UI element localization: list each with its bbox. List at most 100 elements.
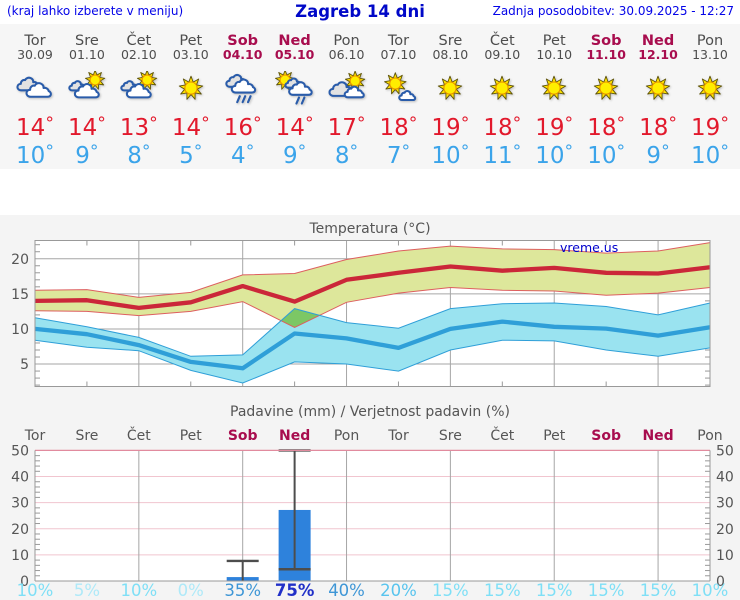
temp-ytick-label: 20 xyxy=(11,252,29,268)
day-column-14[interactable]: Pon 13.10 19° 10° xyxy=(682,0,738,170)
day-column-7[interactable]: Pon 06.10 17° 8° xyxy=(319,0,375,170)
precip-ytick-left: 0 xyxy=(20,574,29,590)
precip-day-label: Pon xyxy=(334,428,359,444)
precip-probability: 15% xyxy=(640,581,677,600)
sunny-weather-icon xyxy=(586,71,626,107)
day-column-12[interactable]: Sob 11.10 18° 10° xyxy=(578,0,634,170)
high-temp: 17° xyxy=(327,114,366,142)
day-column-1[interactable]: Tor 30.09 14° 10° xyxy=(7,0,63,170)
precip-day-label: Sob xyxy=(591,428,621,444)
precip-probability: 0% xyxy=(178,581,204,600)
precipitation-chart: Tor Sre Čet Pet Sob Ned Pon Tor Sre Čet Pet Sob Ned P… xyxy=(11,426,734,600)
day-date: 07.10 xyxy=(380,47,417,62)
precip-probability: 35% xyxy=(224,581,261,600)
day-date: 05.10 xyxy=(274,47,315,62)
precip-day-label: Ned xyxy=(642,428,673,444)
max-temp-band xyxy=(35,242,710,328)
location-menu-hint[interactable]: (kraj lahko izberete v meniju) xyxy=(7,4,184,18)
low-temp: 10° xyxy=(587,142,626,170)
precip-day-label: Pon xyxy=(697,428,722,444)
day-column-11[interactable]: Pet 10.10 19° 10° xyxy=(526,0,582,170)
sunny-weather-icon xyxy=(690,71,730,107)
low-temp: 11° xyxy=(483,142,522,170)
day-column-13[interactable]: Ned 12.10 18° 9° xyxy=(630,0,686,170)
day-date: 12.10 xyxy=(638,47,678,62)
sunrain-weather-icon xyxy=(274,69,315,107)
day-date: 06.10 xyxy=(328,47,365,62)
high-temp: 14° xyxy=(67,114,106,142)
last-updated: Zadnja posodobitev: 30.09.2025 - 12:27 xyxy=(492,4,734,18)
precip-day-label: Tor xyxy=(24,428,46,444)
low-temp: 8° xyxy=(127,142,151,170)
day-name: Pon xyxy=(696,33,724,49)
high-temp: 18° xyxy=(587,114,626,142)
day-date: 10.10 xyxy=(536,47,573,62)
low-temp: 10° xyxy=(16,142,54,170)
precip-ytick-left: 10 xyxy=(11,548,29,564)
low-temp: 5° xyxy=(179,142,203,170)
cloudy-weather-icon xyxy=(15,71,55,107)
precip-ytick-right: 40 xyxy=(716,470,734,486)
sunny-weather-icon xyxy=(534,71,574,107)
low-temp: 9° xyxy=(646,142,670,170)
precip-ytick-right: 0 xyxy=(716,574,725,590)
precip-ytick-right: 20 xyxy=(716,522,734,538)
temp-ytick-label: 10 xyxy=(11,322,29,338)
precip-probability: 20% xyxy=(380,581,417,600)
low-temp: 10° xyxy=(431,142,470,170)
precip-day-label: Čet xyxy=(127,426,151,444)
day-column-8[interactable]: Tor 07.10 18° 7° xyxy=(370,0,426,170)
page-title: Zagreb 14 dni xyxy=(295,2,425,21)
precip-ytick-left: 40 xyxy=(11,470,29,486)
high-temp: 18° xyxy=(639,114,678,142)
sunny-weather-icon xyxy=(482,71,522,107)
day-column-5[interactable]: Sob 04.10 16° 4° xyxy=(215,0,271,170)
precip-day-label: Čet xyxy=(490,426,514,444)
day-date: 02.10 xyxy=(120,47,157,62)
precip-ytick-left: 20 xyxy=(11,522,29,538)
day-date: 11.10 xyxy=(586,47,626,62)
precip-ytick-right: 50 xyxy=(716,443,734,459)
precip-day-label: Tor xyxy=(387,428,409,444)
precip-ytick-left: 50 xyxy=(11,443,29,459)
high-temp: 18° xyxy=(379,114,418,142)
day-column-4[interactable]: Pet 03.10 14° 5° xyxy=(163,0,219,170)
day-column-3[interactable]: Čet 02.10 13° 8° xyxy=(111,0,167,170)
precip-ytick-right: 10 xyxy=(716,548,734,564)
precip-probability: 5% xyxy=(74,581,100,600)
rain-weather-icon xyxy=(223,71,263,107)
temp-ytick-label: 15 xyxy=(11,287,29,303)
watermark[interactable]: vreme.us xyxy=(560,240,618,255)
high-temp: 18° xyxy=(483,114,522,142)
day-name: Sre xyxy=(75,33,99,49)
precip-day-label: Pet xyxy=(543,428,566,444)
high-temp: 13° xyxy=(119,114,158,142)
temp-ytick-label: 5 xyxy=(20,357,29,373)
high-temp: 16° xyxy=(223,114,262,142)
day-name: Sre xyxy=(438,33,463,49)
low-temp: 10° xyxy=(535,142,574,170)
day-name: Čet xyxy=(489,33,515,49)
precip-day-label: Pet xyxy=(180,428,203,444)
high-temp: 14° xyxy=(275,114,314,142)
day-column-9[interactable]: Sre 08.10 19° 10° xyxy=(422,0,478,170)
precip-chart-title: Padavine (mm) / Verjetnost padavin (%) xyxy=(230,404,510,420)
high-temp: 19° xyxy=(691,114,729,142)
temperature-chart: 5 10 15 20 xyxy=(11,240,711,387)
precip-ytick-left: 30 xyxy=(11,496,29,512)
precip-probability: 10% xyxy=(692,581,729,600)
high-temp: 19° xyxy=(431,114,470,142)
day-column-6[interactable]: Ned 05.10 14° 9° xyxy=(267,0,323,170)
day-column-2[interactable]: Sre 01.10 14° 9° xyxy=(59,0,115,170)
day-column-10[interactable]: Čet 09.10 18° 11° xyxy=(474,0,530,170)
precip-day-label: Sre xyxy=(439,428,462,444)
partly-weather-icon xyxy=(67,69,107,107)
precip-day-label: Sob xyxy=(228,428,258,444)
high-temp: 19° xyxy=(535,114,574,142)
high-temp: 14° xyxy=(171,114,210,142)
day-name: Pet xyxy=(542,33,566,49)
temp-chart-title: Temperatura (°C) xyxy=(308,221,430,237)
day-date: 08.10 xyxy=(432,47,469,62)
precip-probability: 10% xyxy=(121,581,158,600)
